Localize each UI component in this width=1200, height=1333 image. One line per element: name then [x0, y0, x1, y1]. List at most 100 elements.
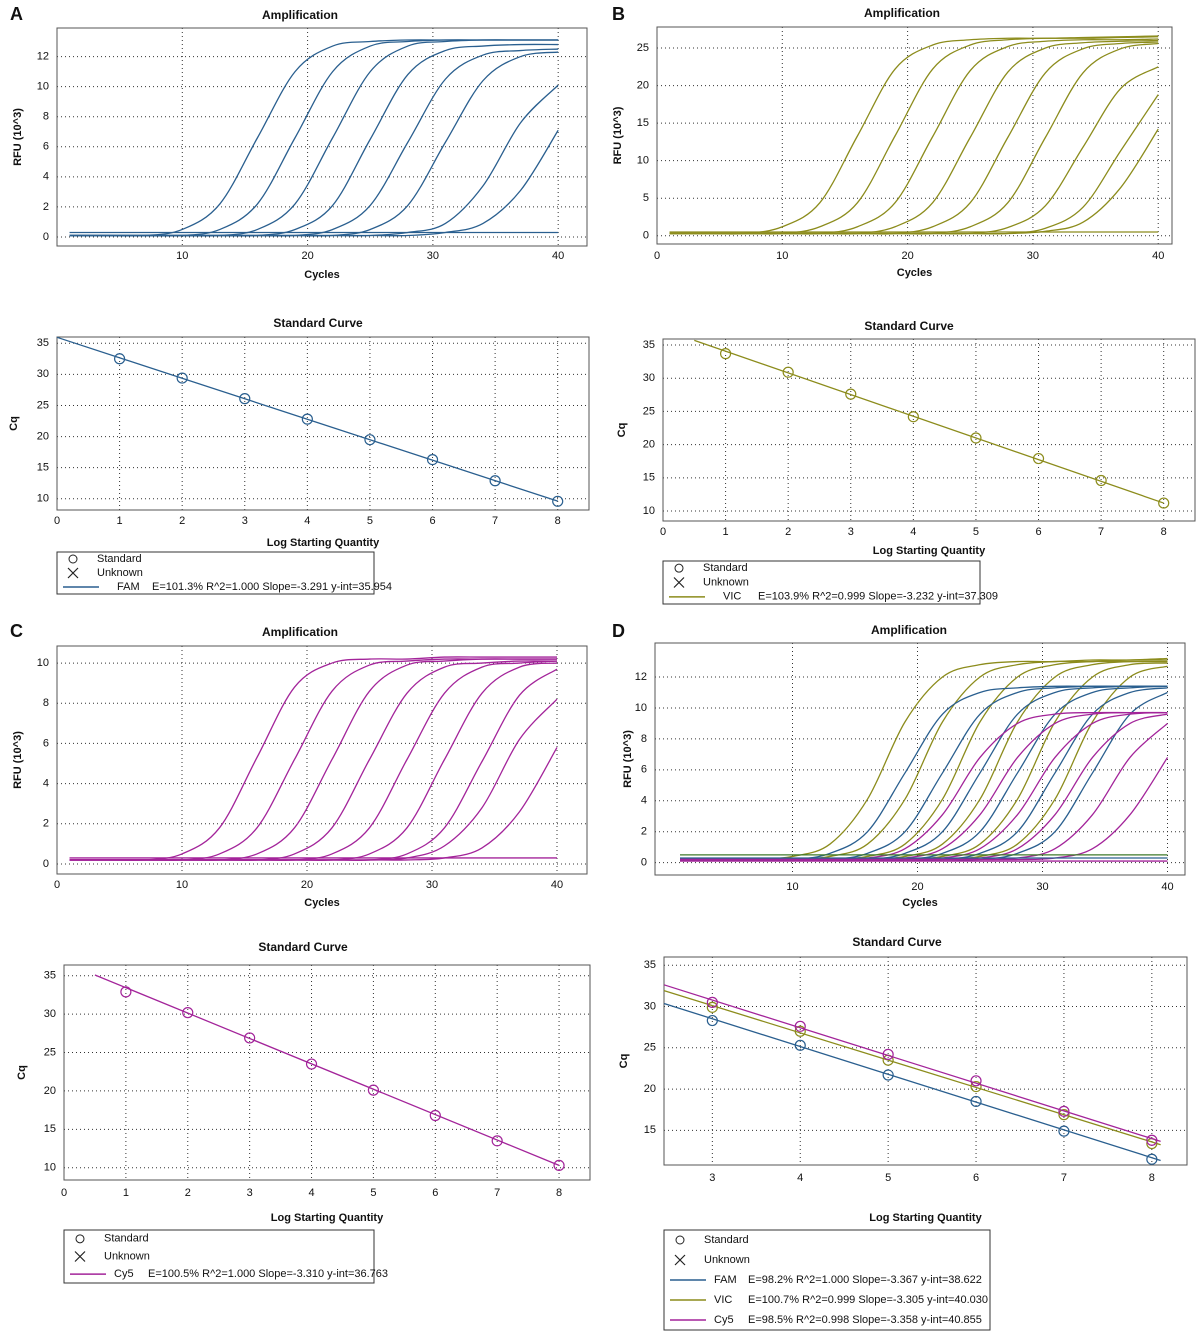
x-tick-label: 7 [1061, 1172, 1067, 1184]
x-axis-label: Log Starting Quantity [267, 537, 380, 549]
x-tick-label: 2 [185, 1187, 191, 1199]
x-tick-label: 40 [1152, 250, 1164, 262]
standard-point [794, 1025, 806, 1037]
y-tick-label: 0 [641, 857, 647, 869]
standard-point [794, 1020, 806, 1032]
x-tick-label: 6 [432, 1187, 438, 1199]
legend-label: Unknown [104, 1250, 150, 1262]
standard-point [301, 413, 313, 425]
y-tick-label: 35 [643, 339, 655, 351]
x-tick-label: 2 [785, 526, 791, 538]
x-tick-label: 3 [242, 515, 248, 527]
legend-marker [675, 1235, 685, 1245]
legend-marker [673, 577, 685, 588]
legend-label: Standard [104, 1233, 149, 1245]
x-tick-label: 4 [797, 1172, 803, 1184]
chart-title: Standard Curve [852, 935, 942, 949]
y-tick-label: 20 [44, 1085, 56, 1097]
legend-marker [68, 554, 78, 564]
standard-point [1146, 1134, 1158, 1146]
standard-point [552, 495, 564, 507]
x-tick-label: 7 [492, 515, 498, 527]
x-tick-label: 8 [1161, 526, 1167, 538]
plot-frame [654, 642, 1186, 876]
y-tick-label: 10 [37, 493, 49, 505]
chart-title: Amplification [871, 623, 947, 637]
y-tick-label: 10 [37, 81, 49, 93]
x-tick-label: 20 [911, 881, 923, 893]
legend-label: Unknown [97, 567, 143, 579]
fit-line [94, 974, 560, 1167]
standard-point [706, 1001, 718, 1013]
y-tick-label: 6 [43, 141, 49, 153]
standard-point [782, 366, 794, 378]
y-tick-label: 4 [641, 795, 647, 807]
standard-point [907, 411, 919, 423]
x-tick-label: 30 [426, 879, 438, 891]
x-tick-label: 0 [654, 250, 660, 262]
standard-point [882, 1048, 894, 1060]
x-tick-label: 8 [556, 1187, 562, 1199]
y-tick-label: 8 [641, 733, 647, 745]
plot-frame [56, 27, 588, 247]
legend-label: Standard [704, 1234, 749, 1246]
y-tick-label: 25 [44, 1046, 56, 1058]
x-tick-label: 20 [901, 250, 913, 262]
legend-stats: E=98.2% R^2=1.000 Slope=-3.367 y-int=38.… [748, 1274, 982, 1286]
legend-box [662, 560, 981, 605]
legend-stats: E=98.5% R^2=0.998 Slope=-3.358 y-int=40.… [748, 1314, 982, 1326]
standard-point [1058, 1125, 1070, 1137]
y-tick-label: 35 [37, 337, 49, 349]
x-tick-label: 0 [54, 879, 60, 891]
x-tick-label: 10 [176, 250, 188, 262]
panel-label: C [10, 621, 23, 641]
standard-point [305, 1058, 318, 1070]
y-tick-label: 30 [644, 1000, 656, 1012]
plot-frame [56, 336, 590, 511]
standard-point [553, 1159, 565, 1172]
standard-point [970, 432, 982, 444]
y-tick-label: 30 [37, 368, 49, 380]
x-tick-label: 8 [1149, 1172, 1155, 1184]
x-tick-label: 40 [552, 250, 564, 262]
standard-point [113, 353, 126, 365]
legend-box [56, 551, 375, 595]
x-tick-label: 10 [776, 250, 788, 262]
y-axis-label: RFU (10^3) [622, 730, 634, 788]
standard-point [882, 1069, 894, 1081]
standard-point [1058, 1105, 1070, 1117]
x-tick-label: 6 [973, 1172, 979, 1184]
y-tick-label: 20 [637, 79, 649, 91]
amplification-curve [69, 747, 558, 861]
y-tick-label: 2 [43, 818, 49, 830]
legend-label: VIC [714, 1294, 732, 1306]
y-tick-label: 10 [44, 1162, 56, 1174]
standard-point [970, 1095, 982, 1108]
legend-label: Standard [97, 553, 142, 565]
y-axis-label: Cq [16, 1065, 28, 1080]
y-tick-label: 5 [643, 192, 649, 204]
x-tick-label: 5 [973, 526, 979, 538]
plot-frame [63, 964, 591, 1181]
y-tick-label: 12 [37, 50, 49, 62]
x-axis-label: Cycles [304, 269, 339, 281]
plot-frame [662, 338, 1196, 522]
x-tick-label: 3 [709, 1172, 715, 1184]
y-tick-label: 25 [643, 405, 655, 417]
x-tick-label: 40 [1161, 881, 1173, 893]
chart-title: Standard Curve [864, 319, 954, 333]
standard-point [719, 348, 732, 360]
y-tick-label: 35 [44, 970, 56, 982]
y-tick-label: 20 [37, 430, 49, 442]
legend-label: FAM [714, 1274, 737, 1286]
y-tick-label: 15 [644, 1124, 656, 1136]
panel-label: A [10, 4, 23, 24]
legend-box [63, 1229, 375, 1284]
standard-point [426, 453, 439, 466]
x-tick-label: 2 [179, 515, 185, 527]
x-tick-label: 30 [1036, 881, 1048, 893]
y-tick-label: 30 [643, 372, 655, 384]
y-tick-label: 8 [43, 111, 49, 123]
standard-point [429, 1109, 441, 1122]
